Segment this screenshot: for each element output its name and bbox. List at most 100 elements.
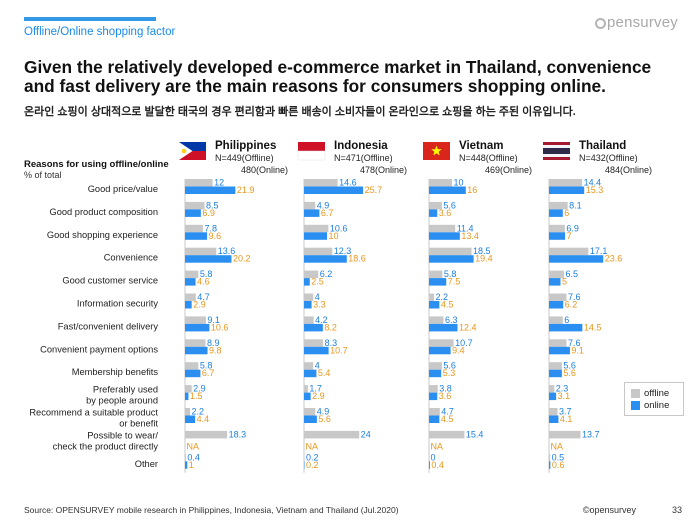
philippines-label-offline-possible-to-wear-check-the-product-directly: 18.3 xyxy=(229,429,247,439)
flag-philippines-flag-red xyxy=(179,151,206,160)
vietnam-bar-online-preferably-used-by-people-around xyxy=(429,392,438,401)
thailand-label-offline-good-shopping-experience: 6.9 xyxy=(566,223,579,233)
vietnam-label-offline-membership-benefits: 5.6 xyxy=(443,361,456,371)
philippines-bar-offline-recommend-a-suitable-product-or-benefit xyxy=(185,408,191,416)
philippines-label-online-preferably-used-by-people-around: 1.5 xyxy=(190,391,203,401)
section-label: Offline/Online shopping factor xyxy=(24,26,176,38)
indonesia-bar-online-good-customer-service xyxy=(304,278,310,286)
indonesia-label-offline-good-product-composition: 4.9 xyxy=(317,200,330,210)
thailand-bar-offline-good-product-composition xyxy=(549,201,568,210)
flag-thailand-flag-white-bottom xyxy=(543,154,570,157)
vietnam-n-online: 469(Online) xyxy=(485,165,532,175)
philippines-label-online-possible-to-wear-check-the-product-directly: NA xyxy=(187,441,200,451)
philippines-label-offline-membership-benefits: 5.8 xyxy=(200,361,213,371)
indonesia-label-offline-other: 0.2 xyxy=(306,452,319,462)
philippines-bar-offline-fast-convenient-delivery xyxy=(185,316,206,324)
indonesia-label-offline-possible-to-wear-check-the-product-directly: 24 xyxy=(361,429,371,439)
vietnam-bar-online-good-product-composition xyxy=(429,209,438,217)
thailand-bar-online-convenient-payment-options xyxy=(549,346,570,355)
vietnam-bar-offline-good-product-composition xyxy=(429,201,442,210)
philippines-bar-online-convenient-payment-options xyxy=(185,346,208,355)
indonesia-bar-online-good-product-composition xyxy=(304,209,320,217)
category-label-preferably-used-by-people-around: Preferably used by people around xyxy=(86,385,158,406)
thailand-label-online-convenience: 23.6 xyxy=(605,254,623,264)
philippines-bar-offline-preferably-used-by-people-around xyxy=(185,385,192,393)
row-labels-unit: % of total xyxy=(24,170,62,180)
philippines-bar-offline-good-price-value xyxy=(185,179,213,187)
philippines-label-offline-fast-convenient-delivery: 9.1 xyxy=(207,315,220,325)
thailand-bar-online-recommend-a-suitable-product-or-benefit xyxy=(549,415,559,423)
chart-legend: offline online xyxy=(624,382,684,416)
vietnam-bar-online-recommend-a-suitable-product-or-benefit xyxy=(429,415,440,423)
indonesia-bar-online-preferably-used-by-people-around xyxy=(304,392,311,401)
indonesia-bar-online-convenience xyxy=(304,255,347,263)
philippines-bar-offline-membership-benefits xyxy=(185,362,199,370)
vietnam-label-offline-fast-convenient-delivery: 6.3 xyxy=(445,315,458,325)
thailand-bar-online-preferably-used-by-people-around xyxy=(549,392,557,401)
philippines-bar-online-good-shopping-experience xyxy=(185,232,208,240)
philippines-bar-offline-possible-to-wear-check-the-product-directly xyxy=(185,430,228,439)
thailand-bar-offline-convenience xyxy=(549,247,589,256)
thailand-bar-offline-good-price-value xyxy=(549,179,583,187)
philippines-bar-online-other xyxy=(185,461,188,469)
philippines-bar-online-membership-benefits xyxy=(185,369,201,378)
thailand-label-offline-good-product-composition: 8.1 xyxy=(569,200,582,210)
vietnam-bar-online-good-customer-service xyxy=(429,278,447,286)
thailand-bar-online-good-customer-service xyxy=(549,278,561,286)
indonesia-bar-offline-good-shopping-experience xyxy=(304,224,329,233)
vietnam-bar-online-membership-benefits xyxy=(429,369,442,378)
indonesia-label-online-convenience: 18.6 xyxy=(348,254,366,264)
philippines-bar-offline-convenient-payment-options xyxy=(185,339,206,347)
vietnam-country-name: Vietnam xyxy=(459,140,504,152)
indonesia-label-offline-good-shopping-experience: 10.6 xyxy=(330,223,348,233)
vietnam-bar-online-convenient-payment-options xyxy=(429,346,451,355)
indonesia-bar-online-information-security xyxy=(304,301,312,309)
category-label-good-customer-service: Good customer service xyxy=(62,276,158,286)
vietnam-bar-offline-fast-convenient-delivery xyxy=(429,316,444,324)
indonesia-label-offline-information-security: 4 xyxy=(315,292,320,302)
philippines-bar-online-good-price-value xyxy=(185,186,236,194)
philippines-label-online-good-product-composition: 6.9 xyxy=(202,208,215,218)
vietnam-label-offline-convenient-payment-options: 10.7 xyxy=(455,338,473,348)
vietnam-bar-online-information-security xyxy=(429,301,440,309)
indonesia-bar-online-good-shopping-experience xyxy=(304,232,327,240)
philippines-bar-offline-good-product-composition xyxy=(185,201,205,210)
vietnam-bar-offline-preferably-used-by-people-around xyxy=(429,385,438,393)
philippines-label-online-good-customer-service: 4.6 xyxy=(197,277,210,287)
flag-thailand-flag-red-bottom xyxy=(543,157,570,160)
indonesia-bar-offline-convenience xyxy=(304,247,333,256)
indonesia-label-offline-membership-benefits: 4 xyxy=(315,361,320,371)
thailand-label-online-fast-convenient-delivery: 14.5 xyxy=(584,322,602,332)
thailand-label-offline-information-security: 7.6 xyxy=(568,292,581,302)
philippines-label-online-convenience: 20.2 xyxy=(233,254,251,264)
indonesia-label-online-information-security: 3.3 xyxy=(313,300,326,310)
philippines-bar-online-information-security xyxy=(185,301,192,309)
flag-indonesia-flag-white xyxy=(297,150,326,161)
category-label-good-shopping-experience: Good shopping experience xyxy=(47,230,158,240)
indonesia-country-name: Indonesia xyxy=(334,140,388,152)
indonesia-label-offline-convenience: 12.3 xyxy=(334,246,352,256)
vietnam-label-online-membership-benefits: 5.3 xyxy=(443,368,456,378)
legend-item-online: online xyxy=(631,400,679,411)
category-label-recommend-a-suitable-product-or-benefit: Recommend a suitable product or benefit xyxy=(29,408,158,429)
vietnam-bar-online-other xyxy=(429,461,430,469)
indonesia-bar-offline-convenient-payment-options xyxy=(304,339,324,347)
philippines-bar-offline-good-customer-service xyxy=(185,270,199,279)
section-accent-bar xyxy=(24,17,156,21)
thailand-label-online-good-shopping-experience: 7 xyxy=(567,231,572,241)
flag-thailand-flag-white-top xyxy=(543,145,570,148)
legend-label-online: online xyxy=(644,400,670,411)
indonesia-label-online-preferably-used-by-people-around: 2.9 xyxy=(312,391,325,401)
vietnam-label-online-other: 0.4 xyxy=(431,460,444,470)
thailand-label-offline-possible-to-wear-check-the-product-directly: 13.7 xyxy=(582,429,600,439)
thailand-n-online: 484(Online) xyxy=(605,165,652,175)
thailand-bar-offline-possible-to-wear-check-the-product-directly xyxy=(549,430,581,439)
philippines-n-offline: N=449(Offline) xyxy=(215,153,274,163)
vietnam-label-online-information-security: 4.5 xyxy=(441,300,454,310)
philippines-label-offline-good-product-composition: 8.5 xyxy=(206,200,219,210)
vietnam-label-online-good-shopping-experience: 13.4 xyxy=(461,231,479,241)
thailand-label-offline-preferably-used-by-people-around: 2.3 xyxy=(556,384,569,394)
indonesia-label-online-membership-benefits: 5.4 xyxy=(318,368,331,378)
vietnam-bar-offline-recommend-a-suitable-product-or-benefit xyxy=(429,408,440,416)
